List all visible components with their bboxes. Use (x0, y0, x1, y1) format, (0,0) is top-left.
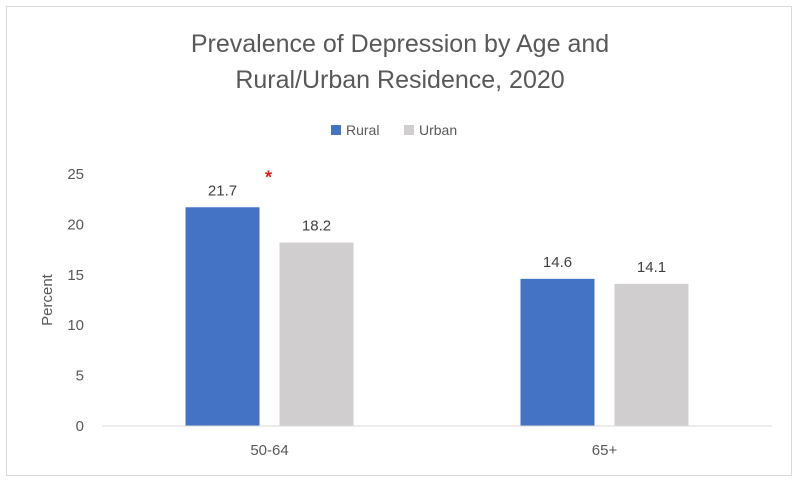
y-tick-label: 5 (76, 368, 84, 385)
y-tick-label: 10 (67, 317, 84, 334)
chart-title-line-1: Prevalence of Depression by Age and (191, 30, 609, 58)
y-axis-title: Percent (39, 273, 56, 326)
bar-value-label: 18.2 (302, 218, 331, 235)
bar-value-labels: 21.7 * 18.2 14.6 14.1 (208, 167, 666, 276)
bar-urban-65+ (614, 283, 689, 426)
legend-label-urban: Urban (419, 122, 457, 138)
legend-swatch-urban (404, 125, 414, 135)
legend: Rural Urban (331, 122, 457, 138)
bar-urban-50-64 (279, 242, 354, 426)
y-tick-label: 15 (67, 267, 84, 284)
legend-label-rural: Rural (346, 122, 379, 138)
x-tick-label: 65+ (592, 442, 618, 459)
y-tick-label: 20 (67, 216, 84, 233)
x-tick-label: 50-64 (250, 442, 288, 459)
legend-swatch-rural (331, 125, 341, 135)
y-tick-label: 25 (67, 166, 84, 183)
y-axis-ticks: 0 5 10 15 20 25 (67, 166, 84, 435)
bar-value-label: 14.6 (543, 254, 572, 271)
bar-rural-50-64 (185, 207, 260, 426)
x-axis-ticks: 50-64 65+ (250, 442, 617, 459)
y-tick-label: 0 (76, 418, 84, 435)
significance-asterisk: * (265, 167, 272, 187)
bar-value-label: 14.1 (637, 259, 666, 276)
bar-rural-65+ (520, 278, 595, 426)
bar-value-label: 21.7 (208, 182, 237, 199)
chart-title-line-2: Rural/Urban Residence, 2020 (235, 66, 564, 94)
bars (185, 207, 689, 426)
